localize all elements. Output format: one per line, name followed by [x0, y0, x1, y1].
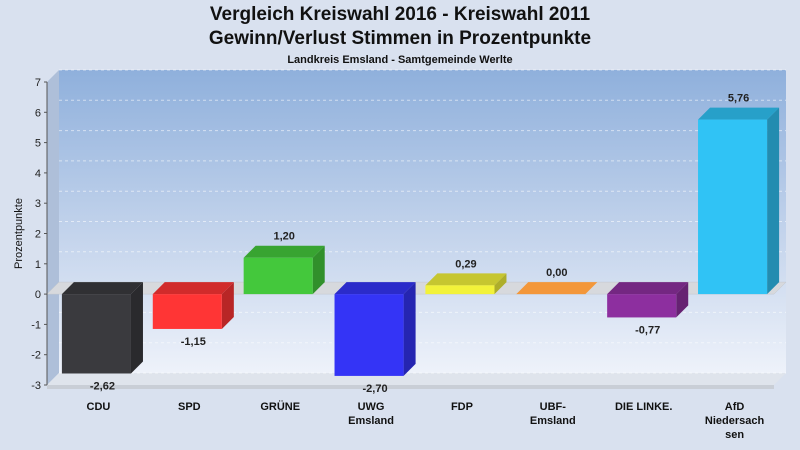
y-tick-label: 2: [35, 229, 41, 241]
x-tick-label: DIE LINKE.: [615, 401, 672, 413]
bar-side: [221, 282, 234, 329]
y-axis-label: Prozentpunkte: [13, 198, 25, 269]
y-tick-label: -2: [31, 350, 41, 362]
bar-front: [698, 119, 768, 295]
x-tick-label: FDP: [451, 401, 473, 413]
bar-front: [61, 294, 131, 374]
data-label: 1,20: [273, 231, 294, 243]
y-tick-label: 5: [35, 138, 41, 150]
y-tick-label: 6: [35, 107, 41, 119]
bar: [425, 273, 507, 295]
bar: [516, 282, 598, 295]
bar-side: [312, 245, 325, 295]
bar-side: [767, 107, 780, 295]
bar-front: [425, 285, 495, 295]
y-tick-label: 4: [35, 168, 41, 180]
bar-side: [676, 282, 689, 318]
y-tick-label: -1: [31, 319, 41, 331]
bar: [61, 282, 143, 374]
bar-top: [516, 282, 598, 295]
x-tick-label: UBF-: [540, 401, 567, 413]
x-tick-label: Emsland: [530, 415, 576, 427]
data-label: -2,62: [90, 380, 115, 392]
bar-front: [607, 294, 677, 318]
x-tick-label: SPD: [178, 401, 201, 413]
x-tick-label: sen: [725, 429, 744, 441]
y-tick-label: 3: [35, 198, 41, 210]
bar-side: [403, 282, 416, 376]
y-tick-label: 7: [35, 77, 41, 89]
chart-title-line2: Gewinn/Verlust Stimmen in Prozentpunkte: [208, 28, 592, 49]
y-tick-label: 0: [35, 289, 41, 301]
data-label: -0,77: [635, 324, 660, 336]
bar-top: [425, 273, 507, 286]
bar-front: [152, 294, 222, 329]
bar-top: [61, 282, 143, 295]
floor: [47, 373, 786, 385]
x-tick-label: Niedersach: [705, 415, 765, 427]
bar-side: [130, 282, 143, 374]
bar-top: [698, 107, 780, 120]
data-label: 0,00: [546, 267, 567, 279]
x-tick-label: GRÜNE: [260, 400, 300, 413]
data-label: -1,15: [181, 336, 206, 348]
y-tick-label: -3: [31, 380, 41, 392]
bar-top: [334, 282, 416, 295]
bar-side: [494, 273, 507, 295]
bar-top: [243, 245, 325, 258]
chart-title: Vergleich Kreiswahl 2016 - Kreiswahl 201…: [209, 4, 591, 25]
floor-edge: [47, 385, 774, 389]
x-tick-label: CDU: [87, 401, 111, 413]
bar: [334, 282, 416, 376]
bar-top: [152, 282, 234, 295]
side-wall: [47, 70, 59, 385]
chart-subtitle: Landkreis Emsland - Samtgemeinde Werlte: [287, 54, 513, 66]
y-tick-label: 1: [35, 259, 41, 271]
x-tick-label: Emsland: [348, 415, 394, 427]
bar-front: [243, 257, 313, 295]
x-tick-label: UWG: [358, 401, 385, 413]
data-label: 0,29: [455, 258, 476, 270]
bar: [607, 282, 689, 318]
data-label: -2,70: [363, 383, 388, 395]
bar-top: [607, 282, 689, 295]
x-tick-label: AfD: [725, 401, 745, 413]
bar-front: [334, 294, 404, 376]
bar: [243, 245, 325, 295]
bar: [152, 282, 234, 329]
bar: [698, 107, 780, 295]
data-label: 5,76: [728, 93, 749, 105]
